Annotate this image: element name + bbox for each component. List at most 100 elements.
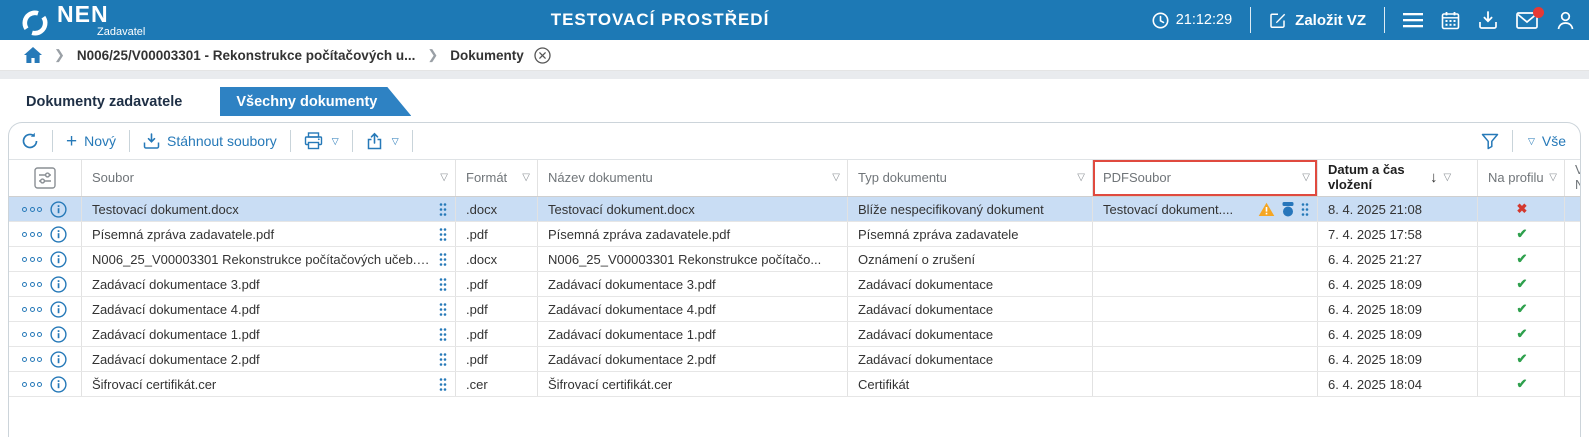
filter-icon[interactable]: ▽ — [522, 172, 530, 184]
cell-pdfsoubor[interactable] — [1093, 347, 1318, 371]
cell-soubor[interactable]: Testovací dokument.docx — [82, 197, 456, 221]
cell-pdfsoubor[interactable] — [1093, 247, 1318, 271]
cell-soubor[interactable]: N006_25_V00003301 Rekonstrukce počítačov… — [82, 247, 456, 271]
info-icon[interactable] — [50, 325, 67, 343]
export-button[interactable]: ▽ — [366, 132, 399, 150]
filter-icon[interactable]: ▽ — [440, 172, 448, 184]
column-settings-header[interactable] — [9, 160, 82, 196]
info-icon[interactable] — [50, 275, 67, 293]
cell-soubor[interactable]: Zadávací dokumentace 3.pdf — [82, 272, 456, 296]
filter-preset-select[interactable]: ▽ Vše — [1527, 133, 1566, 149]
header-datum-vlozeni[interactable]: Datum a čas vložení ↓ ▽ — [1318, 160, 1478, 196]
cell-datum[interactable]: 6. 4. 2025 18:09 — [1318, 322, 1478, 346]
create-vz-button[interactable]: Založit VZ — [1269, 11, 1366, 29]
info-icon[interactable] — [50, 300, 67, 318]
warning-icon[interactable] — [1258, 202, 1275, 217]
drag-handle-icon[interactable] — [439, 377, 447, 392]
table-row[interactable]: Šifrovací certifikát.cer .cer Šifrovací … — [9, 372, 1580, 397]
cell-nazev[interactable]: Zadávací dokumentace 2.pdf — [538, 347, 848, 371]
downloads-button[interactable] — [1478, 10, 1498, 30]
info-icon[interactable] — [50, 225, 67, 243]
filter-icon[interactable]: ▽ — [1549, 172, 1557, 184]
cell-datum[interactable]: 6. 4. 2025 18:04 — [1318, 372, 1478, 396]
filter-icon[interactable]: ▽ — [832, 172, 840, 184]
cell-nazev[interactable]: N006_25_V00003301 Rekonstrukce počítačo.… — [538, 247, 848, 271]
seal-icon[interactable] — [1281, 201, 1295, 217]
table-row[interactable]: N006_25_V00003301 Rekonstrukce počítačov… — [9, 247, 1580, 272]
header-na-profilu[interactable]: Na profilu ▽ — [1478, 160, 1565, 196]
cell-datum[interactable]: 6. 4. 2025 18:09 — [1318, 347, 1478, 371]
row-menu-icon[interactable] — [22, 281, 42, 287]
cell-pdfsoubor[interactable] — [1093, 372, 1318, 396]
drag-handle-icon[interactable] — [439, 352, 447, 367]
row-menu-icon[interactable] — [22, 206, 42, 212]
home-icon[interactable] — [24, 47, 42, 63]
cell-pdfsoubor[interactable] — [1093, 272, 1318, 296]
cell-soubor[interactable]: Zadávací dokumentace 2.pdf — [82, 347, 456, 371]
drag-handle-icon[interactable] — [439, 252, 447, 267]
cell-nazev[interactable]: Písemná zpráva zadavatele.pdf — [538, 222, 848, 246]
cell-typ[interactable]: Zadávací dokumentace — [848, 297, 1093, 321]
print-button[interactable]: ▽ — [304, 132, 339, 150]
calendar-button[interactable] — [1441, 11, 1460, 30]
cell-datum[interactable]: 6. 4. 2025 21:27 — [1318, 247, 1478, 271]
cell-format[interactable]: .docx — [456, 197, 538, 221]
cell-typ[interactable]: Zadávací dokumentace — [848, 322, 1093, 346]
sort-descending-icon[interactable]: ↓ — [1430, 169, 1438, 187]
header-format[interactable]: Formát ▽ — [456, 160, 538, 196]
cell-soubor[interactable]: Šifrovací certifikát.cer — [82, 372, 456, 396]
row-menu-icon[interactable] — [22, 231, 42, 237]
user-profile-button[interactable] — [1556, 11, 1575, 30]
cell-nazev[interactable]: Zadávací dokumentace 1.pdf — [538, 322, 848, 346]
app-logo[interactable]: NEN Zadavatel — [20, 2, 145, 38]
filter-icon[interactable]: ▽ — [1443, 172, 1452, 184]
header-ve-nen[interactable]: Ve NE — [1565, 160, 1580, 196]
drag-handle-icon[interactable] — [439, 202, 447, 217]
info-icon[interactable] — [50, 200, 67, 218]
row-menu-icon[interactable] — [22, 356, 42, 362]
table-row[interactable]: Zadávací dokumentace 1.pdf .pdf Zadávací… — [9, 322, 1580, 347]
cell-soubor[interactable]: Zadávací dokumentace 1.pdf — [82, 322, 456, 346]
messages-button[interactable] — [1516, 6, 1544, 29]
cell-datum[interactable]: 6. 4. 2025 18:09 — [1318, 297, 1478, 321]
cell-datum[interactable]: 6. 4. 2025 18:09 — [1318, 272, 1478, 296]
info-icon[interactable] — [50, 350, 67, 368]
cell-pdfsoubor[interactable]: Testovací dokument.... — [1093, 197, 1318, 221]
refresh-button[interactable] — [21, 132, 39, 150]
cell-nazev[interactable]: Zadávací dokumentace 3.pdf — [538, 272, 848, 296]
drag-handle-icon[interactable] — [439, 277, 447, 292]
cell-datum[interactable]: 8. 4. 2025 21:08 — [1318, 197, 1478, 221]
cell-typ[interactable]: Zadávací dokumentace — [848, 347, 1093, 371]
cell-pdfsoubor[interactable] — [1093, 297, 1318, 321]
filter-button[interactable] — [1481, 133, 1499, 150]
header-typ-dokumentu[interactable]: Typ dokumentu ▽ — [848, 160, 1093, 196]
table-row[interactable]: Zadávací dokumentace 4.pdf .pdf Zadávací… — [9, 297, 1580, 322]
cell-format[interactable]: .docx — [456, 247, 538, 271]
cell-typ[interactable]: Oznámení o zrušení — [848, 247, 1093, 271]
cell-format[interactable]: .pdf — [456, 322, 538, 346]
cell-datum[interactable]: 7. 4. 2025 17:58 — [1318, 222, 1478, 246]
cell-format[interactable]: .pdf — [456, 222, 538, 246]
table-row[interactable]: Zadávací dokumentace 2.pdf .pdf Zadávací… — [9, 347, 1580, 372]
info-icon[interactable] — [50, 375, 67, 393]
breadcrumb-item-documents[interactable]: Dokumenty — [450, 47, 524, 63]
cell-typ[interactable]: Písemná zpráva zadavatele — [848, 222, 1093, 246]
cell-format[interactable]: .cer — [456, 372, 538, 396]
cell-typ[interactable]: Zadávací dokumentace — [848, 272, 1093, 296]
drag-handle-icon[interactable] — [1301, 202, 1309, 217]
cell-format[interactable]: .pdf — [456, 272, 538, 296]
table-row[interactable]: Testovací dokument.docx .docx Testovací … — [9, 197, 1580, 222]
drag-handle-icon[interactable] — [439, 327, 447, 342]
breadcrumb-item-contract[interactable]: N006/25/V00003301 - Rekonstrukce počítač… — [76, 47, 416, 63]
menu-button[interactable] — [1403, 12, 1423, 28]
drag-handle-icon[interactable] — [439, 302, 447, 317]
cell-typ[interactable]: Blíže nespecifikovaný dokument — [848, 197, 1093, 221]
row-menu-icon[interactable] — [22, 381, 42, 387]
cell-pdfsoubor[interactable] — [1093, 322, 1318, 346]
new-document-button[interactable]: + Nový — [66, 130, 117, 152]
table-row[interactable]: Písemná zpráva zadavatele.pdf .pdf Písem… — [9, 222, 1580, 247]
cell-soubor[interactable]: Písemná zpráva zadavatele.pdf — [82, 222, 456, 246]
tab-vsechny-dokumenty[interactable]: Všechny dokumenty — [206, 87, 411, 116]
cell-nazev[interactable]: Zadávací dokumentace 4.pdf — [538, 297, 848, 321]
cell-typ[interactable]: Certifikát — [848, 372, 1093, 396]
